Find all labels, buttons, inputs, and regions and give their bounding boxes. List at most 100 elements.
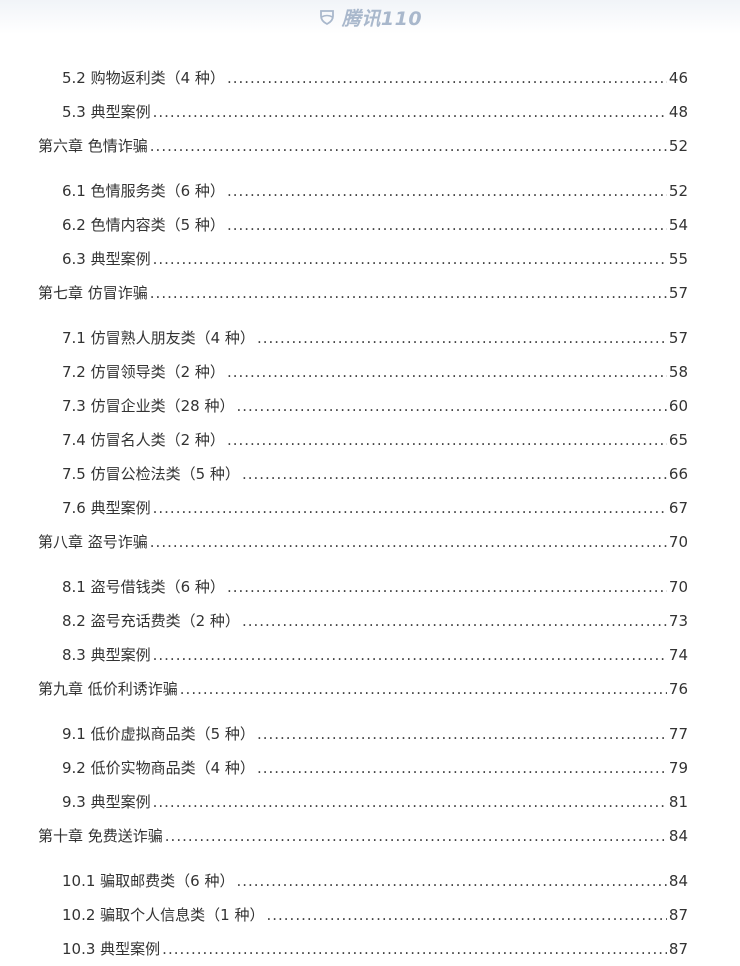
dot-leader bbox=[153, 95, 667, 129]
toc-section-entry[interactable]: 5.2 购物返利类（4 种） 46 bbox=[0, 61, 740, 95]
dot-leader bbox=[153, 242, 667, 276]
entry-page-number: 54 bbox=[668, 216, 688, 234]
dot-leader bbox=[227, 570, 667, 604]
dot-leader bbox=[153, 638, 667, 672]
toc-section-entry[interactable]: 6.1 色情服务类（6 种） 52 bbox=[0, 174, 740, 208]
dot-leader bbox=[153, 491, 667, 525]
dot-leader bbox=[242, 604, 667, 638]
entry-title: 7.1 仿冒熟人朋友类（4 种） bbox=[62, 329, 255, 347]
entry-page-number: 73 bbox=[668, 612, 688, 630]
entry-title: 第十章 免费送诈骗 bbox=[38, 827, 163, 845]
entry-title: 7.3 仿冒企业类（28 种） bbox=[62, 397, 235, 415]
entry-page-number: 58 bbox=[668, 363, 688, 381]
entry-title: 6.3 典型案例 bbox=[62, 250, 151, 268]
entry-title: 9.3 典型案例 bbox=[62, 793, 151, 811]
dot-leader bbox=[257, 751, 667, 785]
entry-title: 第七章 仿冒诈骗 bbox=[38, 284, 148, 302]
entry-title: 第六章 色情诈骗 bbox=[38, 137, 148, 155]
entry-page-number: 70 bbox=[668, 533, 688, 551]
toc-section-entry[interactable]: 7.2 仿冒领导类（2 种） 58 bbox=[0, 355, 740, 389]
entry-title: 7.2 仿冒领导类（2 种） bbox=[62, 363, 225, 381]
toc-chapter-entry[interactable]: 第九章 低价利诱诈骗 76 bbox=[0, 672, 740, 706]
dot-leader bbox=[257, 717, 667, 751]
dot-leader bbox=[227, 208, 667, 242]
entry-page-number: 55 bbox=[668, 250, 688, 268]
dot-leader bbox=[227, 355, 667, 389]
entry-title: 5.2 购物返利类（4 种） bbox=[62, 69, 225, 87]
toc-section-entry[interactable]: 7.4 仿冒名人类（2 种） 65 bbox=[0, 423, 740, 457]
dot-leader bbox=[180, 672, 667, 706]
entry-title: 第八章 盗号诈骗 bbox=[38, 533, 148, 551]
entry-page-number: 66 bbox=[668, 465, 688, 483]
entry-title: 8.1 盗号借钱类（6 种） bbox=[62, 578, 225, 596]
dot-leader bbox=[150, 129, 667, 163]
toc-section-entry[interactable]: 10.1 骗取邮费类（6 种） 84 bbox=[0, 864, 740, 898]
toc-section-entry[interactable]: 7.5 仿冒公检法类（5 种） 66 bbox=[0, 457, 740, 491]
entry-page-number: 79 bbox=[668, 759, 688, 777]
dot-leader bbox=[165, 819, 667, 853]
dot-leader bbox=[236, 864, 666, 898]
toc-section-entry[interactable]: 7.3 仿冒企业类（28 种） 60 bbox=[0, 389, 740, 423]
entry-page-number: 65 bbox=[668, 431, 688, 449]
page-header: 腾讯110 bbox=[0, 0, 740, 34]
entry-page-number: 67 bbox=[668, 499, 688, 517]
entry-title: 9.2 低价实物商品类（4 种） bbox=[62, 759, 255, 777]
entry-page-number: 70 bbox=[668, 578, 688, 596]
toc-section-entry[interactable]: 9.3 典型案例 81 bbox=[0, 785, 740, 819]
toc-section-entry[interactable]: 9.2 低价实物商品类（4 种） 79 bbox=[0, 751, 740, 785]
entry-page-number: 76 bbox=[668, 680, 688, 698]
entry-title: 7.5 仿冒公检法类（5 种） bbox=[62, 465, 240, 483]
toc-section-entry[interactable]: 10.2 骗取个人信息类（1 种） 87 bbox=[0, 898, 740, 932]
entry-page-number: 84 bbox=[668, 872, 688, 890]
entry-title: 10.1 骗取邮费类（6 种） bbox=[62, 872, 235, 890]
toc-section-entry[interactable]: 8.1 盗号借钱类（6 种） 70 bbox=[0, 570, 740, 604]
dot-leader bbox=[153, 785, 667, 819]
entry-page-number: 81 bbox=[668, 793, 688, 811]
entry-page-number: 52 bbox=[668, 182, 688, 200]
entry-title: 8.3 典型案例 bbox=[62, 646, 151, 664]
dot-leader bbox=[266, 898, 666, 932]
entry-page-number: 87 bbox=[668, 940, 688, 958]
entry-title: 6.2 色情内容类（5 种） bbox=[62, 216, 225, 234]
dot-leader bbox=[150, 525, 667, 559]
dot-leader bbox=[227, 61, 667, 95]
dot-leader bbox=[227, 423, 667, 457]
entry-title: 7.4 仿冒名人类（2 种） bbox=[62, 431, 225, 449]
entry-title: 9.1 低价虚拟商品类（5 种） bbox=[62, 725, 255, 743]
toc-chapter-entry[interactable]: 第十章 免费送诈骗 84 bbox=[0, 819, 740, 853]
toc-section-entry[interactable]: 5.3 典型案例 48 bbox=[0, 95, 740, 129]
dot-leader bbox=[150, 276, 667, 310]
toc-chapter-entry[interactable]: 第七章 仿冒诈骗 57 bbox=[0, 276, 740, 310]
entry-page-number: 57 bbox=[668, 284, 688, 302]
toc-section-entry[interactable]: 6.3 典型案例 55 bbox=[0, 242, 740, 276]
toc-section-entry[interactable]: 9.1 低价虚拟商品类（5 种） 77 bbox=[0, 717, 740, 751]
entry-page-number: 57 bbox=[668, 329, 688, 347]
toc-section-entry[interactable]: 7.1 仿冒熟人朋友类（4 种） 57 bbox=[0, 321, 740, 355]
dot-leader bbox=[227, 174, 667, 208]
entry-page-number: 84 bbox=[668, 827, 688, 845]
dot-leader bbox=[242, 457, 667, 491]
toc-section-entry[interactable]: 6.2 色情内容类（5 种） 54 bbox=[0, 208, 740, 242]
toc-section-entry[interactable]: 7.6 典型案例 67 bbox=[0, 491, 740, 525]
entry-page-number: 52 bbox=[668, 137, 688, 155]
table-of-contents: 5.2 购物返利类（4 种）465.3 典型案例48第六章 色情诈骗526.1 … bbox=[0, 61, 740, 966]
shield-icon bbox=[320, 10, 334, 26]
entry-title: 6.1 色情服务类（6 种） bbox=[62, 182, 225, 200]
entry-title: 10.3 典型案例 bbox=[62, 940, 161, 958]
entry-title: 5.3 典型案例 bbox=[62, 103, 151, 121]
logo-text: 腾讯110 bbox=[341, 7, 423, 30]
dot-leader bbox=[162, 932, 667, 966]
entry-title: 7.6 典型案例 bbox=[62, 499, 151, 517]
toc-chapter-entry[interactable]: 第六章 色情诈骗 52 bbox=[0, 129, 740, 163]
toc-section-entry[interactable]: 10.3 典型案例 87 bbox=[0, 932, 740, 966]
entry-page-number: 60 bbox=[668, 397, 688, 415]
entry-page-number: 87 bbox=[668, 906, 688, 924]
entry-page-number: 77 bbox=[668, 725, 688, 743]
toc-chapter-entry[interactable]: 第八章 盗号诈骗 70 bbox=[0, 525, 740, 559]
entry-title: 10.2 骗取个人信息类（1 种） bbox=[62, 906, 265, 924]
dot-leader bbox=[236, 389, 666, 423]
entry-title: 8.2 盗号充话费类（2 种） bbox=[62, 612, 240, 630]
entry-page-number: 48 bbox=[668, 103, 688, 121]
toc-section-entry[interactable]: 8.3 典型案例 74 bbox=[0, 638, 740, 672]
toc-section-entry[interactable]: 8.2 盗号充话费类（2 种） 73 bbox=[0, 604, 740, 638]
